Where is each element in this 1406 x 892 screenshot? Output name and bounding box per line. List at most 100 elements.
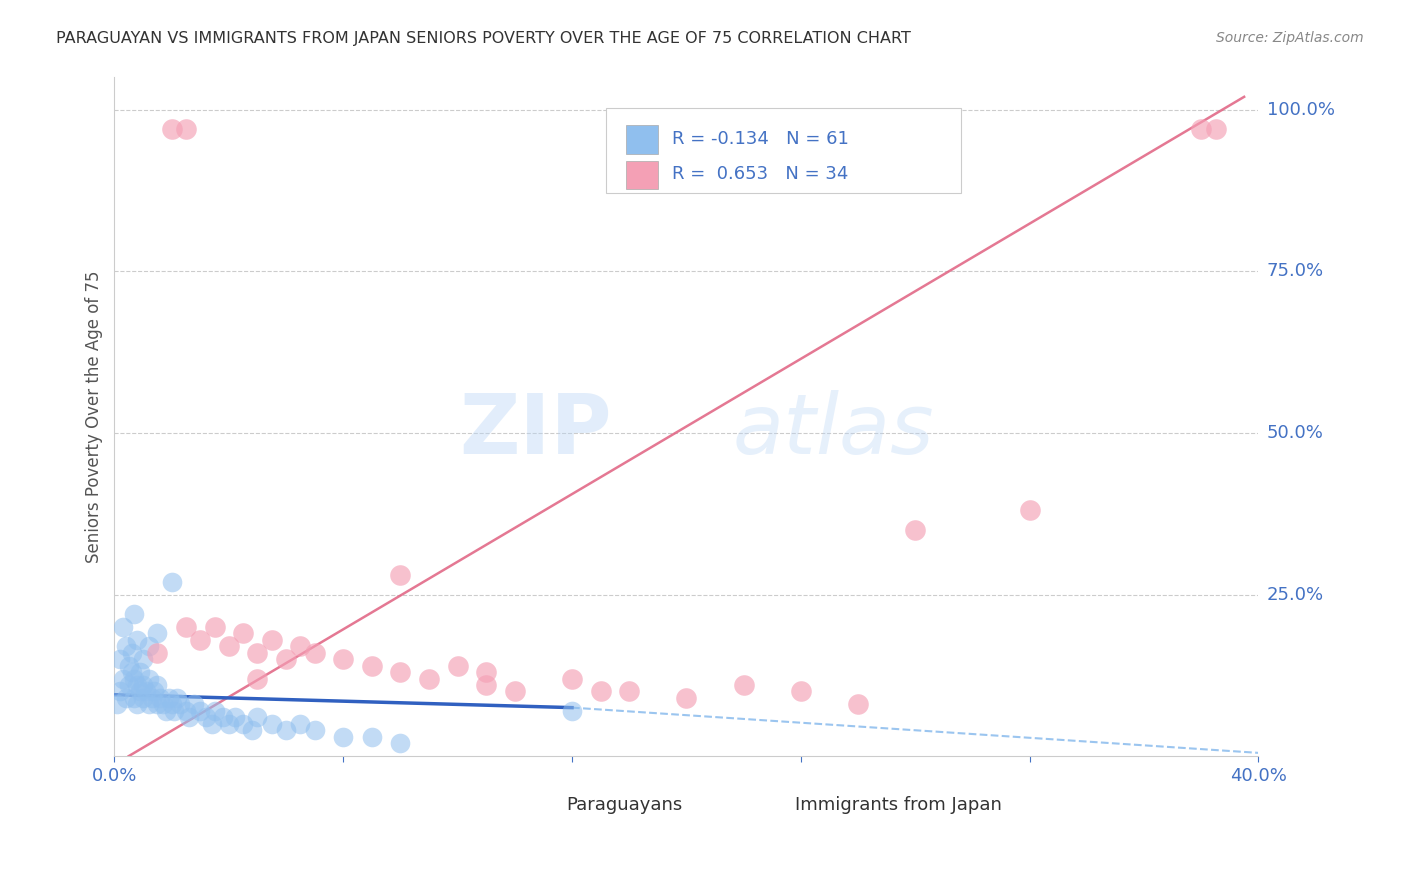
Point [138, 639, 160, 653]
Point [132, 652, 155, 666]
Text: 25.0%: 25.0% [1267, 585, 1324, 604]
Point [108, 684, 131, 698]
Point [124, 672, 146, 686]
Point [174, 122, 197, 136]
Point [904, 523, 927, 537]
Point [194, 710, 217, 724]
Point [212, 710, 235, 724]
Point [177, 710, 200, 724]
Point [169, 698, 191, 712]
Point [418, 672, 440, 686]
Point [160, 122, 183, 136]
Point [111, 620, 134, 634]
Point [188, 632, 211, 647]
Point [132, 690, 155, 705]
Point [121, 646, 143, 660]
Point [332, 652, 354, 666]
Point [246, 672, 269, 686]
Point [475, 678, 498, 692]
Point [166, 690, 188, 705]
Text: 100.0%: 100.0% [1267, 101, 1334, 119]
Point [360, 730, 382, 744]
Point [246, 646, 269, 660]
Point [118, 658, 141, 673]
Point [124, 607, 146, 621]
Point [135, 684, 157, 698]
Text: PARAGUAYAN VS IMMIGRANTS FROM JAPAN SENIORS POVERTY OVER THE AGE OF 75 CORRELATI: PARAGUAYAN VS IMMIGRANTS FROM JAPAN SENI… [56, 31, 911, 46]
Text: ZIP: ZIP [460, 390, 612, 471]
Point [232, 626, 254, 640]
Point [138, 698, 160, 712]
Point [389, 665, 412, 679]
Point [846, 698, 869, 712]
Point [121, 665, 143, 679]
Point [360, 658, 382, 673]
Point [201, 716, 224, 731]
Point [218, 716, 240, 731]
Point [274, 723, 297, 738]
Point [127, 678, 149, 692]
Point [143, 684, 166, 698]
Point [127, 632, 149, 647]
Text: Immigrants from Japan: Immigrants from Japan [796, 796, 1002, 814]
Point [127, 698, 149, 712]
Point [1189, 122, 1212, 136]
Point [232, 716, 254, 731]
Bar [626, 126, 658, 154]
Point [183, 698, 205, 712]
Text: Source: ZipAtlas.com: Source: ZipAtlas.com [1216, 31, 1364, 45]
Point [118, 678, 141, 692]
Point [163, 704, 186, 718]
Point [224, 710, 246, 724]
Point [733, 678, 755, 692]
Y-axis label: Seniors Poverty Over the Age of 75: Seniors Poverty Over the Age of 75 [86, 270, 103, 563]
Point [1018, 503, 1040, 517]
Text: R =  0.653   N = 34: R = 0.653 N = 34 [672, 165, 848, 184]
Point [115, 639, 138, 653]
Point [188, 704, 211, 718]
Point [146, 698, 169, 712]
Point [129, 665, 152, 679]
Point [619, 684, 641, 698]
Point [174, 704, 197, 718]
Point [204, 704, 226, 718]
Point [332, 730, 354, 744]
Point [304, 646, 326, 660]
Point [160, 698, 183, 712]
Point [561, 704, 583, 718]
Point [132, 678, 155, 692]
Point [141, 690, 163, 705]
Bar [626, 161, 658, 189]
Point [290, 716, 312, 731]
Point [129, 684, 152, 698]
Point [260, 632, 283, 647]
Text: R = -0.134   N = 61: R = -0.134 N = 61 [672, 130, 848, 148]
Point [160, 574, 183, 589]
Point [218, 639, 240, 653]
Point [675, 690, 697, 705]
Point [240, 723, 263, 738]
Point [105, 698, 128, 712]
Point [246, 710, 269, 724]
Point [115, 690, 138, 705]
Point [157, 690, 180, 705]
Point [108, 652, 131, 666]
Point [389, 736, 412, 750]
Point [111, 672, 134, 686]
Point [446, 658, 468, 673]
Point [589, 684, 612, 698]
Text: 75.0%: 75.0% [1267, 262, 1324, 280]
Point [561, 672, 583, 686]
Text: atlas: atlas [733, 390, 934, 471]
Point [1205, 122, 1227, 136]
FancyBboxPatch shape [606, 108, 960, 193]
Text: 50.0%: 50.0% [1267, 424, 1323, 442]
Point [149, 690, 172, 705]
Point [503, 684, 526, 698]
Point [204, 620, 226, 634]
Point [146, 626, 169, 640]
Point [475, 665, 498, 679]
Point [174, 620, 197, 634]
Point [260, 716, 283, 731]
Bar [755, 791, 787, 820]
